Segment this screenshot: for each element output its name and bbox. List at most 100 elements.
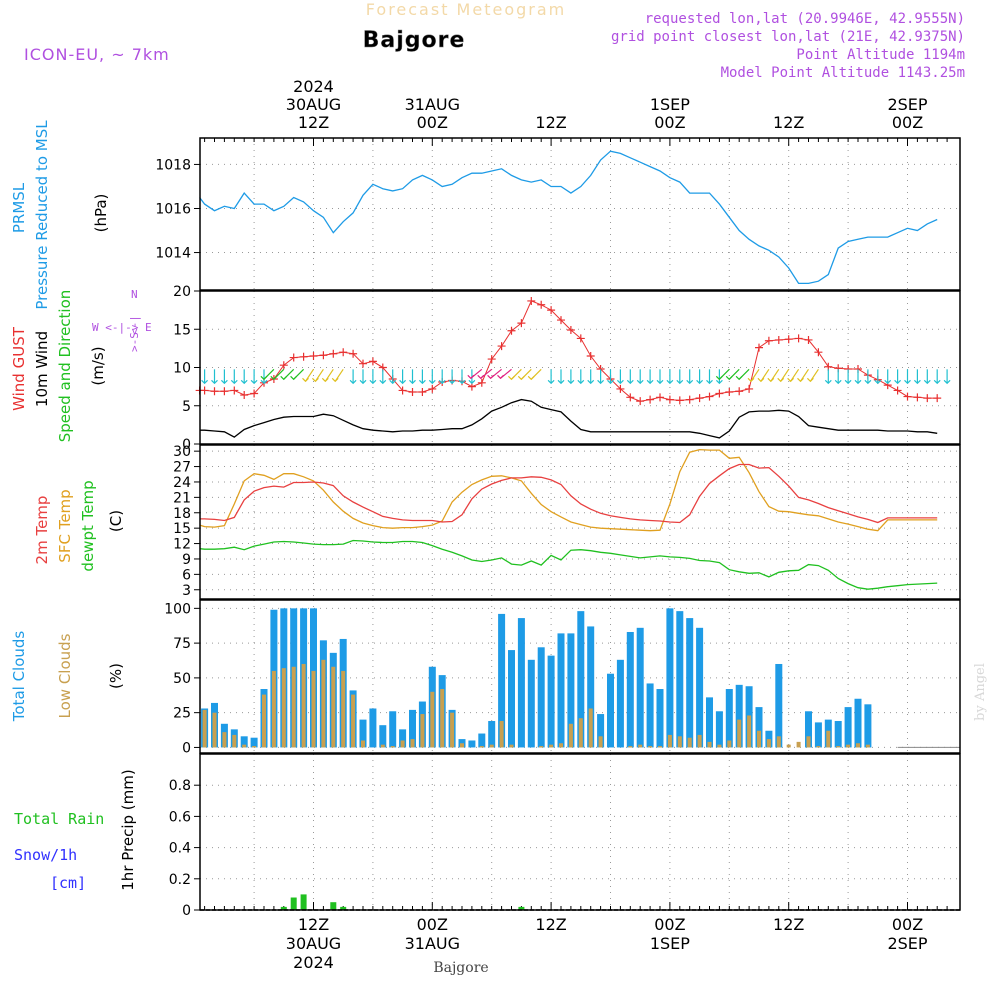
wind-arrow-head: [904, 379, 911, 385]
total-cloud-bar: [814, 722, 822, 748]
y-tick-label: 20: [173, 284, 191, 300]
gust-marker: [240, 391, 249, 400]
precip-unit: 1hr Precip (mm): [119, 769, 137, 890]
total-cloud-bar: [686, 618, 694, 748]
x-label-top: 30AUG: [286, 95, 341, 114]
low-cloud-bar: [717, 744, 722, 748]
temp-unit: (C): [107, 510, 125, 532]
wind-arrow-head: [220, 379, 228, 385]
y-tick-label: 0: [182, 903, 191, 919]
wind-arrow-head: [250, 379, 258, 385]
gust-marker: [784, 335, 793, 344]
total-cloud-bar: [517, 618, 525, 748]
total-cloud-bar: [607, 673, 614, 748]
y-tick-label: 12: [173, 537, 191, 553]
x-label-bottom: 12Z: [773, 915, 804, 934]
low-cloud-bar: [509, 744, 514, 748]
low-cloud-bar: [420, 714, 425, 748]
snow-unit-label: [cm]: [50, 874, 86, 892]
wind-arrow-head: [597, 379, 605, 385]
gust-marker: [329, 349, 338, 358]
low-cloud-bar: [766, 739, 771, 748]
wind-arrow-head: [302, 377, 309, 383]
gust-marker: [398, 386, 407, 395]
point-altitude: Point Altitude 1194m: [796, 47, 965, 63]
gust-marker: [764, 336, 773, 345]
wind-arrow-head: [260, 379, 268, 385]
low-cloud-bar: [677, 736, 682, 748]
gust-marker: [715, 389, 724, 398]
low-cloud-bar: [499, 721, 504, 748]
total-cloud-bar: [844, 707, 852, 748]
gust-marker: [497, 342, 506, 351]
gust-marker: [477, 378, 486, 387]
low-cloud-bar: [410, 739, 415, 748]
total-cloud-bar: [864, 704, 872, 748]
gust-marker: [507, 326, 516, 335]
low-cloud-bar: [648, 746, 653, 748]
total-cloud-bar: [735, 684, 743, 748]
low-cloud-bar: [687, 737, 692, 748]
total-cloud-bar: [666, 608, 674, 748]
y-tick-label: 75: [173, 636, 191, 652]
wind-arrow-head: [557, 379, 565, 385]
low-cloud-bar: [549, 744, 554, 748]
wind-label: 10m Wind: [33, 331, 51, 407]
wind-arrow-head: [359, 379, 367, 385]
pressure-line: [199, 150, 938, 285]
pressure-unit: (hPa): [92, 194, 110, 233]
wind-arrow-head: [487, 374, 495, 380]
total-cloud-bar: [577, 611, 585, 748]
gust-marker: [428, 384, 437, 393]
wind-arrow-head: [290, 375, 298, 381]
rain-bar: [300, 894, 307, 910]
wind-arrow-head: [706, 379, 713, 385]
y-tick-label: 0.6: [169, 809, 191, 825]
wind-arrow-head: [311, 377, 319, 383]
low-cloud-bar: [737, 719, 742, 748]
low-cloud-bar: [380, 744, 385, 748]
x-label-top: 00Z: [417, 113, 448, 132]
low-cloud-bar: [539, 746, 544, 748]
gust-marker: [636, 397, 645, 406]
gust-marker: [685, 395, 694, 404]
wind-arrow-head: [874, 379, 882, 385]
x-label-top: 00Z: [892, 113, 923, 132]
y-tick-label: 3: [182, 583, 191, 599]
gust-marker: [903, 392, 912, 401]
low-cloud-bar: [776, 736, 781, 748]
wind-arrow-head: [409, 379, 416, 385]
panel-frame: [199, 753, 961, 911]
low-clouds-label: Low Clouds: [56, 633, 74, 718]
wind-arrow-head: [696, 379, 704, 385]
low-cloud-bar: [262, 694, 266, 748]
wind-arrow-head: [666, 379, 674, 385]
gust-marker: [200, 386, 209, 395]
gust-marker: [665, 395, 674, 404]
low-cloud-bar: [252, 746, 257, 748]
gust-marker: [537, 300, 546, 309]
wind-arrow-head: [331, 377, 339, 383]
low-cloud-bar: [786, 744, 791, 748]
x-label-bottom: 1SEP: [650, 934, 690, 953]
wind-arrow-head: [270, 375, 278, 381]
wind-arrow-head: [369, 379, 377, 385]
low-cloud-bar: [311, 670, 316, 748]
low-cloud-bar: [856, 743, 860, 748]
low-cloud-bar: [658, 746, 662, 748]
clouds-unit: (%): [107, 663, 125, 689]
gust-marker: [527, 296, 536, 305]
wind-arrow-head: [438, 379, 446, 385]
plot-layer: 1014101610180510152036912151821242730025…: [155, 77, 961, 972]
wind-arrow-head: [280, 375, 288, 381]
x-label-bottom: 00Z: [892, 915, 923, 934]
gust-marker: [339, 348, 348, 357]
y-tick-label: 25: [173, 706, 191, 722]
y-tick-label: 5: [182, 399, 191, 415]
gust-marker: [487, 355, 496, 364]
low-cloud-bar: [707, 741, 712, 748]
super-title: Forecast Meteogram: [366, 0, 566, 19]
x-label-top: 2024: [293, 77, 334, 96]
panel-frame: [199, 599, 961, 754]
